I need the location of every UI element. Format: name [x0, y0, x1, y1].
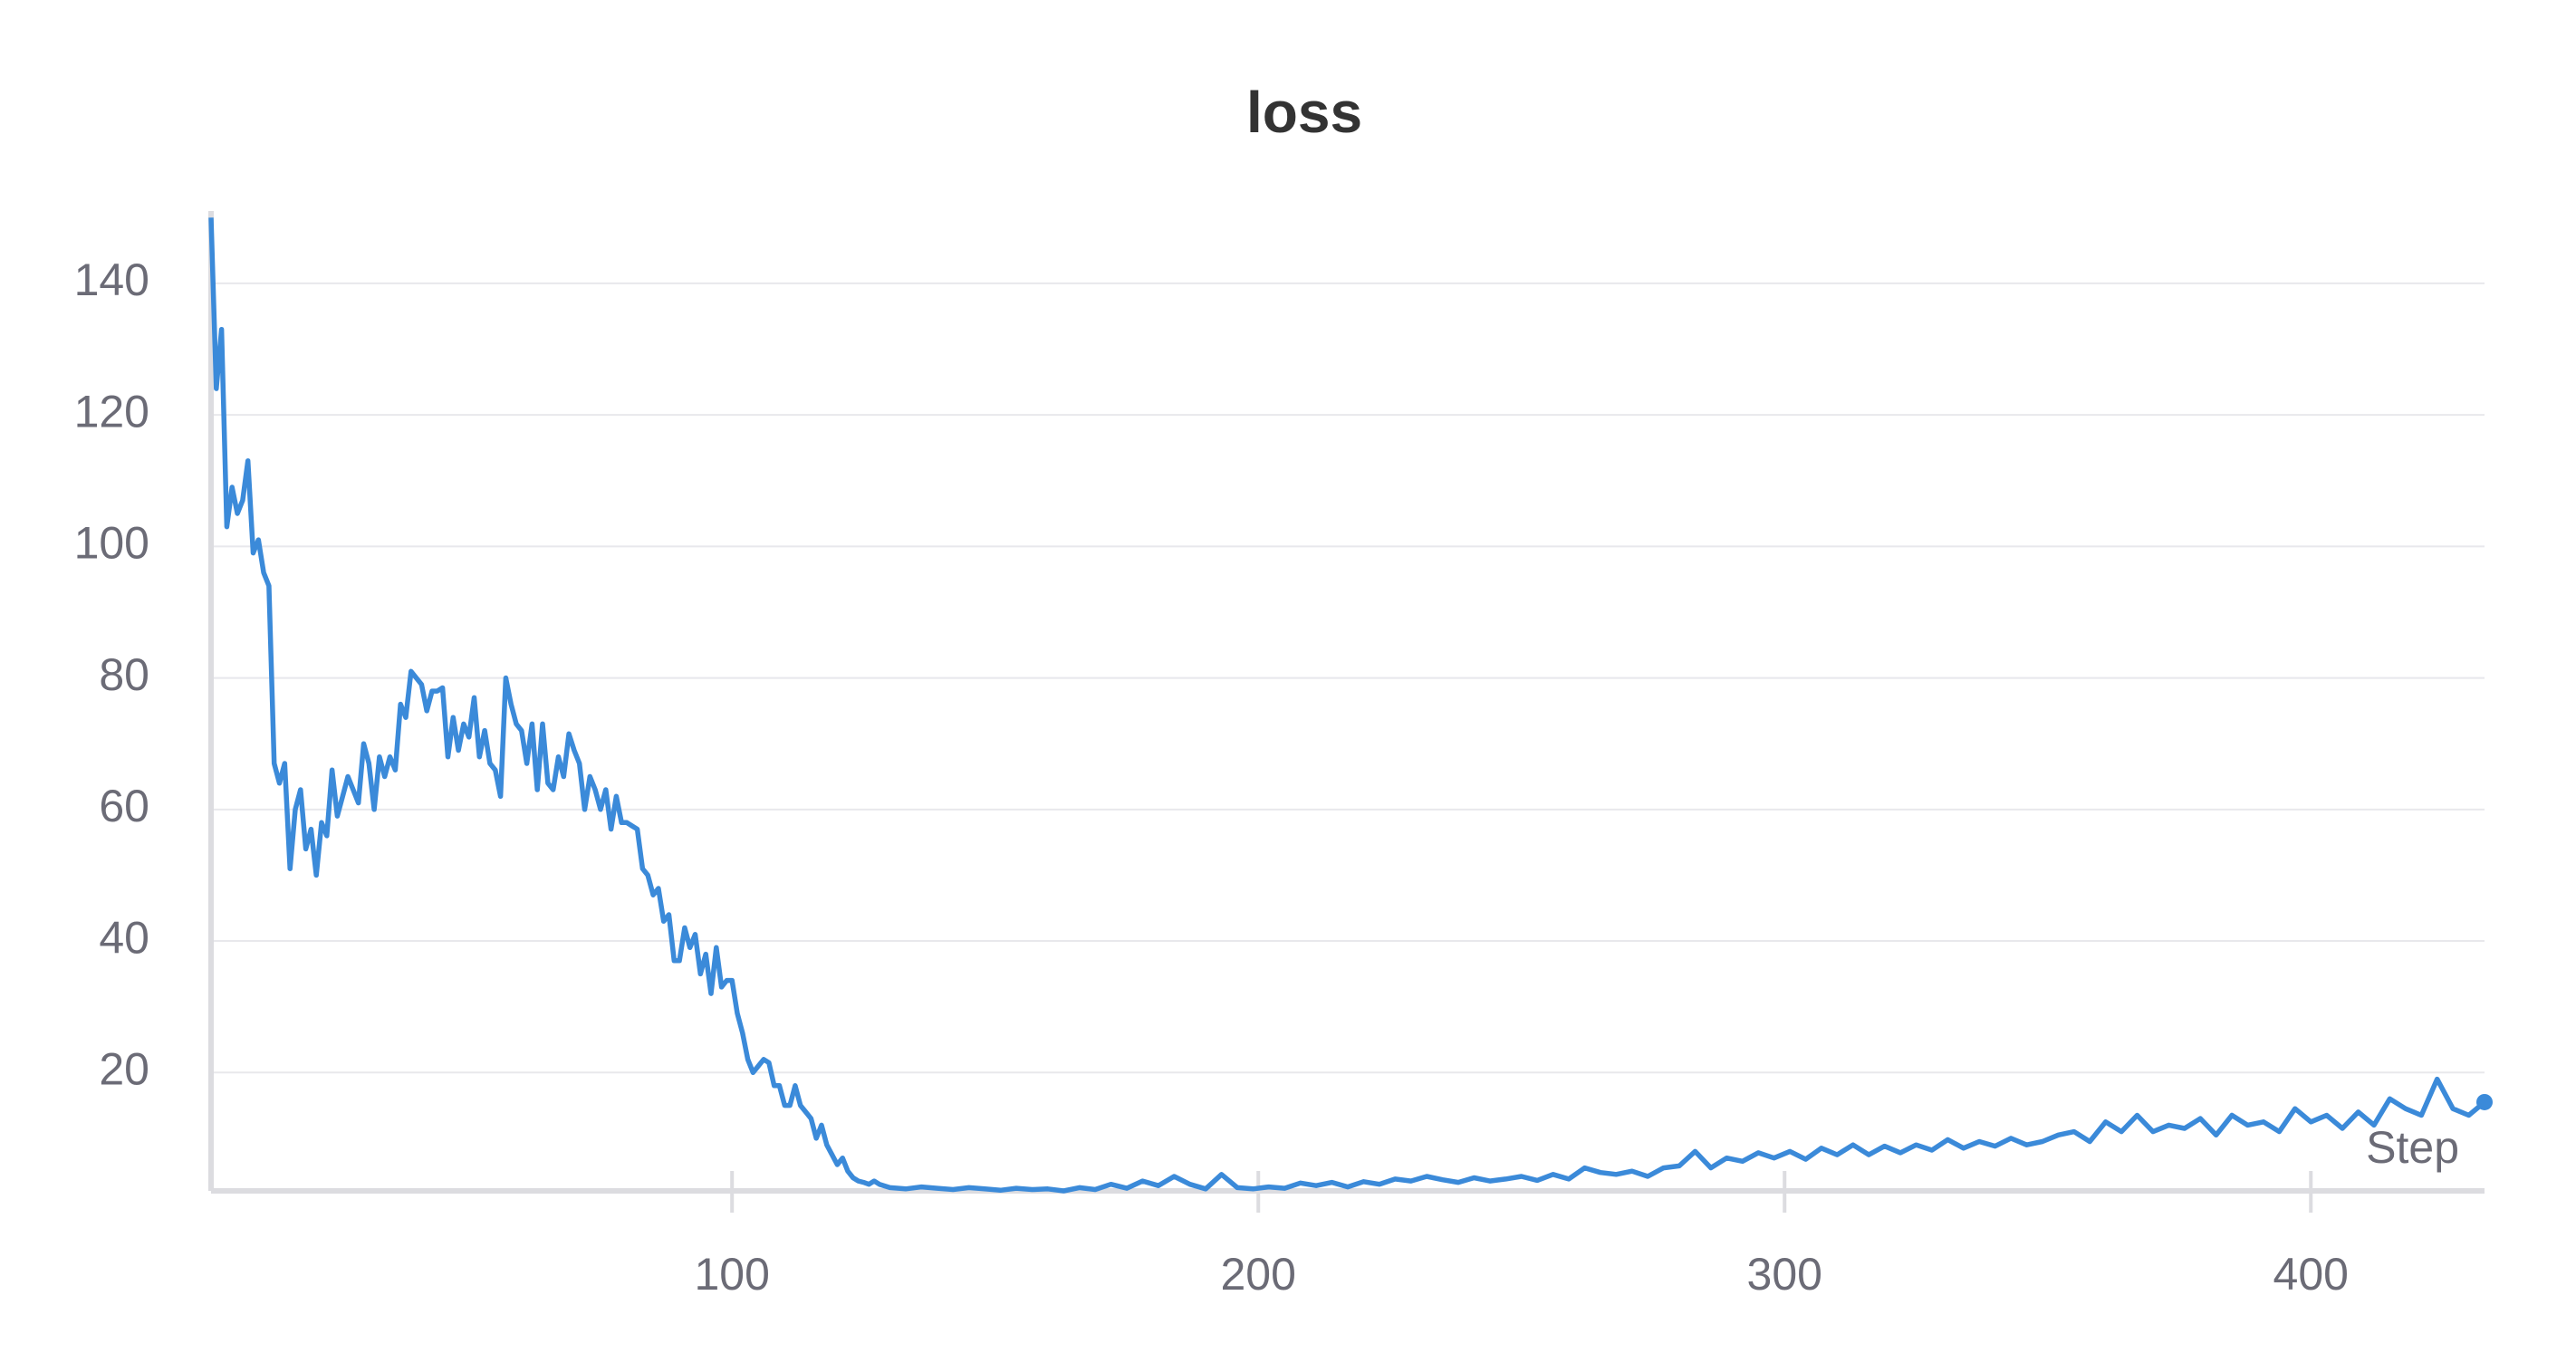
y-tick-label: 100: [74, 518, 149, 569]
x-tick-label: 400: [2273, 1249, 2349, 1300]
y-tick-label: 120: [74, 386, 149, 437]
x-tick-label: 100: [694, 1249, 769, 1300]
y-tick-label: 80: [99, 649, 149, 700]
loss-line: [208, 217, 2486, 1194]
end-point: [2476, 1093, 2493, 1110]
y-tick-label: 60: [99, 781, 149, 831]
chart-title: loss: [1246, 80, 1362, 145]
y-tick-label: 40: [99, 912, 149, 963]
y-tick-label: 20: [99, 1043, 149, 1094]
x-axis-label: Step: [2366, 1122, 2459, 1173]
plot-area: 20 40 60 80 100 120 140 100 200 300 400: [74, 211, 2493, 1300]
y-tick-label: 140: [74, 254, 149, 305]
x-tick-label: 200: [1221, 1249, 1296, 1300]
x-tick-label: 300: [1747, 1249, 1822, 1300]
